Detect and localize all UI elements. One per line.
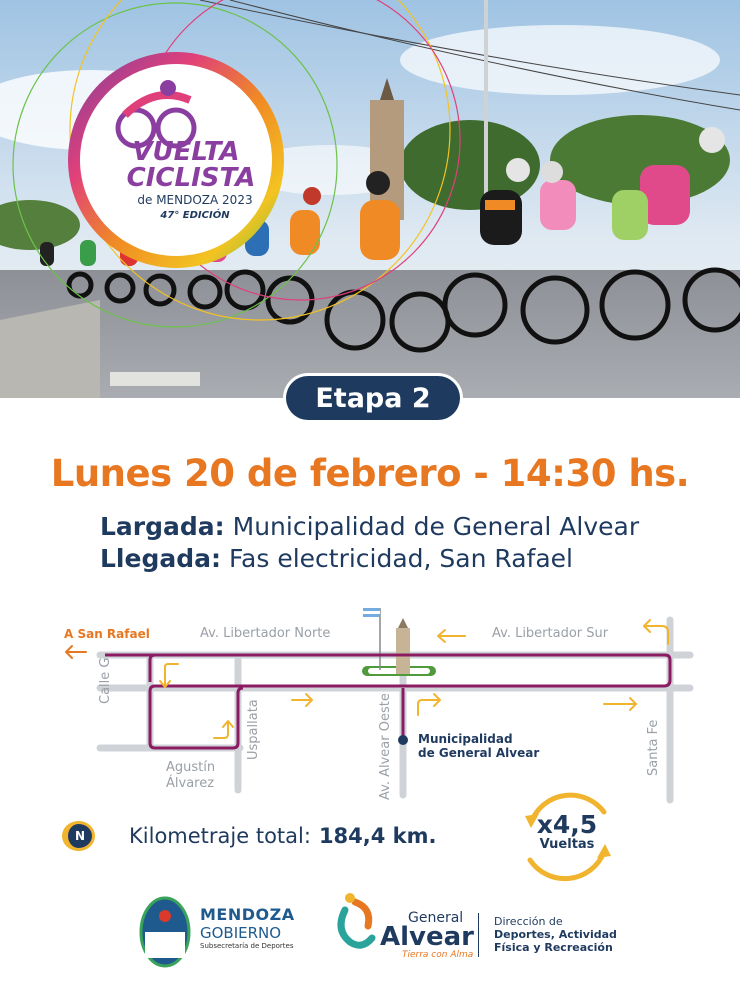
logo-text-line3: de MENDOZA 2023 [137,193,253,207]
distance-value: 184,4 km. [318,824,437,848]
route-map-graphic [65,608,694,804]
laps-badge: x4,5 Vueltas [512,780,622,890]
dir-line1: Dirección de [494,915,563,928]
laps-label: Vueltas [539,837,595,852]
finish-value: Fas electricidad, San Rafael [228,544,574,573]
start-value: Municipalidad de General Alvear [232,512,640,541]
mendoza-shield-icon [139,896,191,968]
poi-line2: de General Alvear [418,746,540,760]
alvear-line2: Alvear [380,922,474,952]
vuelta-logo [68,52,284,268]
label-santa-fe: Santa Fe [646,719,661,776]
start-line: Largada: Municipalidad de General Alvear [100,512,639,541]
mendoza-line3: Subsecretaría de Deportes [200,942,294,950]
to-san-rafael-arrow [65,645,87,659]
event-date: Lunes 20 de febrero - 14:30 hs. [50,452,690,495]
total-distance: N Kilometraje total: 184,4 km. [62,820,437,852]
cyclists-photo [0,0,740,398]
route-map: A San Rafael Av. Libertador Norte Av. Li… [0,600,740,820]
alvear-line3: Tierra con Alma [402,950,474,960]
label-calle-g: Calle G [98,657,113,704]
general-alvear-logo: General Alvear Tierra con Alma [380,910,474,960]
label-uspallata: Uspallata [246,699,261,760]
general-alvear-logo-icon [337,893,376,949]
label-libertador-sur: Av. Libertador Sur [492,626,609,641]
finish-label: Llegada: [100,544,221,573]
logo-text-line1: VUELTA [132,137,240,167]
label-libertador-norte: Av. Libertador Norte [200,626,331,641]
mendoza-line2: GOBIERNO [200,924,282,942]
dir-line3: Física y Recreación [494,941,613,954]
label-alvear-oeste: Av. Alvear Oeste [378,693,393,800]
footer [0,880,740,980]
footer-divider [478,913,479,957]
monument-icon [396,628,410,674]
start-label: Largada: [100,512,225,541]
direction-arrows [159,619,669,739]
poi-line1: Municipalidad [418,732,513,746]
direccion-deportes: Dirección de Deportes, Actividad Física … [494,915,617,954]
flag-icon [363,608,380,617]
north-icon: N [62,821,95,851]
logo-text-line2: CICLISTA [126,163,256,193]
laps-value: x4,5 [536,810,598,839]
mendoza-line1: MENDOZA [200,905,295,924]
stage-badge: Etapa 2 [286,376,460,420]
alvear-line1: General [408,910,464,926]
mendoza-gobierno-logo: MENDOZA GOBIERNO Subsecretaría de Deport… [200,905,295,950]
distance-label: Kilometraje total: [129,824,311,848]
label-to-san-rafael: A San Rafael [64,627,150,641]
logo-text-line4: 47° EDICIÓN [160,210,230,221]
dir-line2: Deportes, Actividad [494,928,617,941]
label-alvarez: Álvarez [166,776,215,791]
hero-photo: VUELTA CICLISTA de MENDOZA 2023 47° EDIC… [0,0,740,398]
label-agustin: Agustín [166,760,216,775]
finish-line: Llegada: Fas electricidad, San Rafael [100,544,573,573]
municipality-marker [398,735,408,745]
laps-cycle-icon [525,792,611,882]
